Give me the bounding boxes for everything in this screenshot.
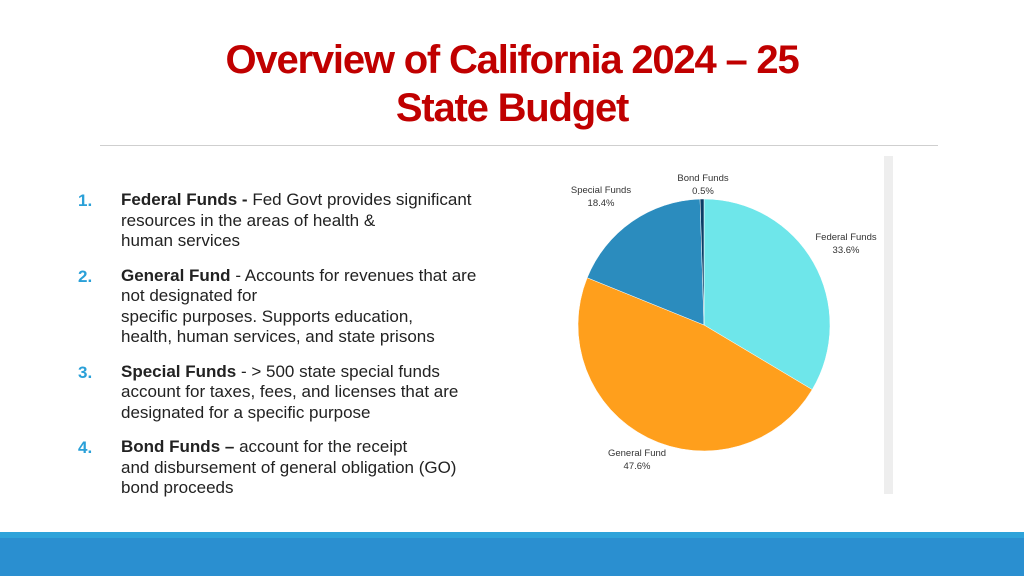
item-first-line: General Fund - Accounts for revenues tha… <box>121 266 548 287</box>
footer-accent-line <box>0 532 1024 538</box>
item-number: 2. <box>78 266 93 286</box>
item-term: Special Funds <box>121 361 237 381</box>
item-number: 1. <box>78 191 93 210</box>
item-body: General Fund - Accounts for revenues tha… <box>121 266 548 348</box>
budget-pie-chart: Federal Funds 33.6% General Fund 47.6% Speci… <box>571 173 877 472</box>
title-line-1: Overview of California 2024 – 25 <box>225 38 799 82</box>
pie-slice-special-funds <box>586 198 705 326</box>
item-text: not designated for <box>121 286 258 305</box>
slice-value-general-fund: 47.6% <box>624 461 651 472</box>
footer-bar <box>0 538 1024 576</box>
item-first-line: Federal Funds - Fed Govt provides signif… <box>121 190 548 211</box>
item-term: Federal Funds - <box>121 190 248 209</box>
item-text: health, human services, and state prison… <box>121 327 435 346</box>
item-text: - Accounts for revenues that are <box>235 265 477 285</box>
slice-value-federal-funds: 33.6% <box>833 245 860 256</box>
item-text: and disbursement of general obligation (… <box>121 457 457 477</box>
list-item-special-funds: 3. Special Funds - > 500 state special f… <box>78 362 548 424</box>
item-text: human services <box>121 231 241 250</box>
slice-value-bond-funds: 0.5% <box>692 186 714 197</box>
item-first-line: Special Funds - > 500 state special fund… <box>121 362 548 383</box>
pie-slice-federal-funds <box>703 198 831 390</box>
item-body: Federal Funds - Fed Govt provides signif… <box>121 190 548 252</box>
list-item-general-fund: 2. General Fund - Accounts for revenues … <box>78 266 548 348</box>
item-text: Fed Govt provides significant <box>252 190 472 209</box>
list-item-federal-funds: 1. Federal Funds - Fed Govt provides sig… <box>78 190 548 252</box>
item-text: designated for a specific purpose <box>121 402 371 422</box>
slide-title: Overview of California 2024 – 25 State B… <box>0 36 1024 132</box>
item-text: - > 500 state special funds <box>240 361 440 381</box>
item-text: specific purposes. Supports education, <box>121 306 414 326</box>
slice-label-general-fund: General Fund <box>608 448 666 459</box>
title-divider <box>100 145 938 146</box>
item-term: General Fund <box>121 265 231 285</box>
fund-list: 1. Federal Funds - Fed Govt provides sig… <box>78 190 548 513</box>
chart-panel-edge <box>884 156 893 494</box>
title-line-2: State Budget <box>395 86 629 130</box>
slice-value-special-funds: 18.4% <box>588 198 615 209</box>
item-text: resources in the areas of health & <box>121 210 376 230</box>
slice-label-special-funds: Special Funds <box>571 185 631 196</box>
item-text: account for the receipt <box>239 437 408 456</box>
item-term: Bond Funds – <box>121 437 235 456</box>
item-body: Special Funds - > 500 state special fund… <box>121 362 548 424</box>
list-item-bond-funds: 4. Bond Funds – account for the receipt … <box>78 437 548 499</box>
pie-slice-general-fund <box>577 277 813 452</box>
item-first-line: Bond Funds – account for the receipt <box>121 437 548 458</box>
item-body: Bond Funds – account for the receipt and… <box>121 437 548 499</box>
pie-slice-bond-funds <box>699 198 705 326</box>
budget-pie-chart-panel: Federal Funds 33.6% General Fund 47.6% Speci… <box>560 156 895 494</box>
slice-label-federal-funds: Federal Funds <box>815 232 877 243</box>
item-number: 4. <box>78 438 93 457</box>
slice-label-bond-funds: Bond Funds <box>677 173 728 184</box>
item-text: account for taxes, fees, and licenses th… <box>121 382 459 401</box>
item-text: bond proceeds <box>121 478 234 497</box>
item-number: 3. <box>78 362 93 382</box>
